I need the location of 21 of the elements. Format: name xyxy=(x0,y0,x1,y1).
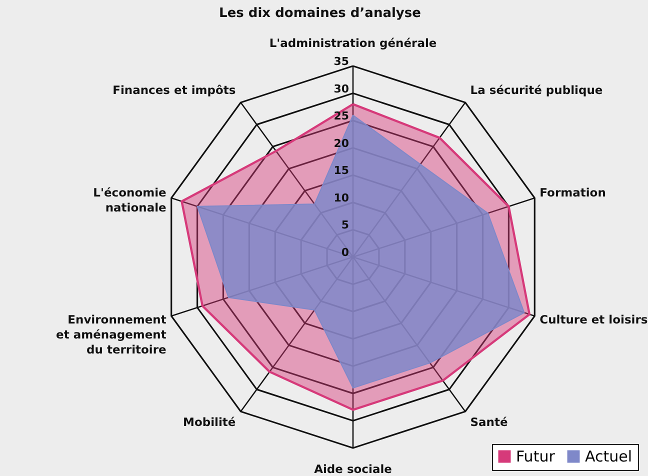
y-tick-label: 20 xyxy=(334,136,350,150)
y-tick-label: 5 xyxy=(341,218,349,232)
chart-title: Les dix domaines d’analyse xyxy=(219,6,422,21)
spoke-label: Formation xyxy=(540,186,606,200)
y-tick-label: 15 xyxy=(334,164,349,178)
spoke-label: Santé xyxy=(470,414,508,429)
y-tick-label: 30 xyxy=(334,82,350,96)
spoke-label: Environnement et aménagement du territoire xyxy=(56,312,167,356)
spoke-label: Aide sociale xyxy=(314,462,392,476)
spoke-label: La sécurité publique xyxy=(470,83,603,98)
y-tick-label: 10 xyxy=(334,191,350,204)
spoke-label: L'administration générale xyxy=(269,36,437,50)
spoke-label: Culture et loisirs xyxy=(540,312,648,326)
y-tick-label: 25 xyxy=(334,110,349,123)
y-tick-label: 0 xyxy=(341,246,350,259)
legend-label: Futur xyxy=(516,448,556,466)
legend-label: Actuel xyxy=(585,448,632,466)
spoke-label: Mobilité xyxy=(183,414,236,429)
y-tick-label: 35 xyxy=(334,55,349,68)
spoke-label: L'économie nationale xyxy=(93,186,167,215)
spoke-label: Finances et impôts xyxy=(112,83,236,98)
